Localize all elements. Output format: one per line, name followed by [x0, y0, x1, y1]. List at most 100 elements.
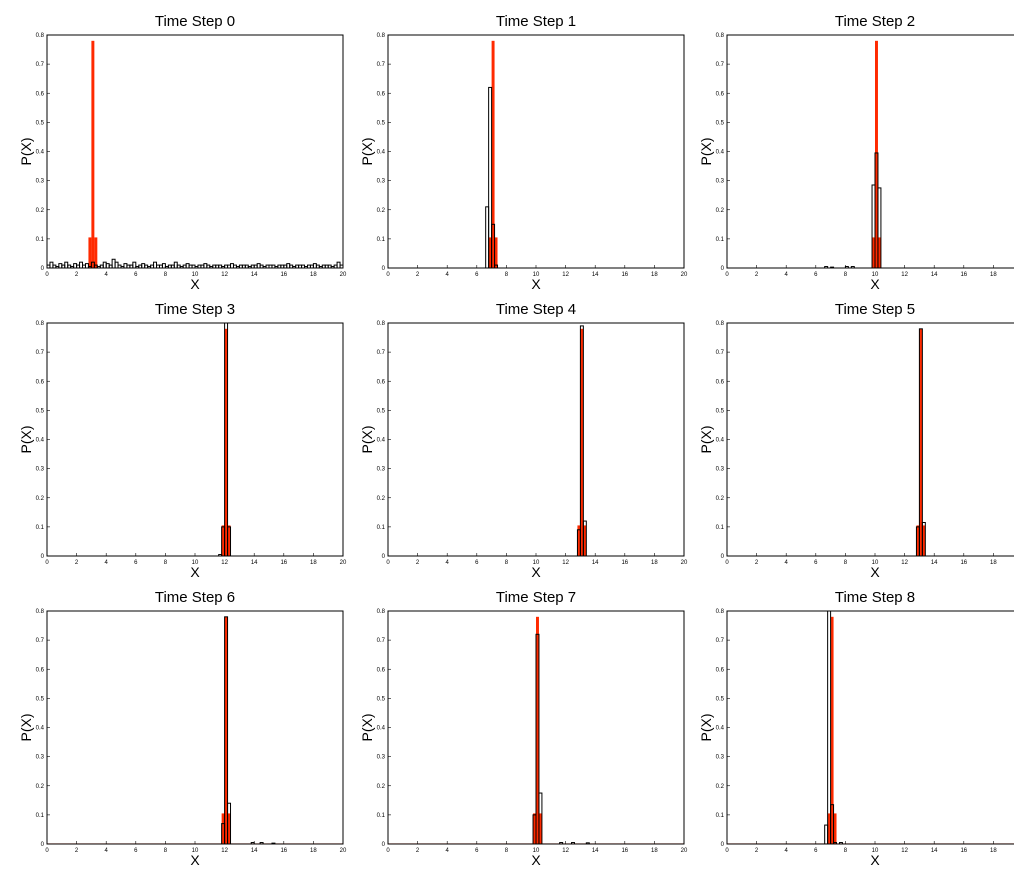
true-state-series	[88, 40, 98, 269]
bar	[922, 525, 926, 556]
x-tick-label: 4	[446, 560, 450, 566]
y-tick-label: 0.3	[377, 467, 386, 473]
x-tick-label: 2	[755, 272, 759, 278]
x-tick-label: 12	[221, 560, 228, 566]
x-tick-label: 8	[844, 560, 848, 566]
y-tick-label: 0.3	[716, 755, 725, 761]
x-tick-label: 2	[416, 272, 420, 278]
y-tick-label: 0	[382, 842, 386, 848]
x-axis-label: X	[190, 564, 200, 580]
y-tick-label: 0.5	[377, 696, 386, 702]
bar	[227, 525, 231, 556]
y-tick-label: 0.7	[36, 638, 45, 644]
x-tick-label: 12	[901, 848, 908, 854]
y-tick-label: 0.8	[36, 321, 45, 327]
y-tick-label: 0.6	[377, 379, 386, 385]
x-tick-label: 10	[872, 272, 879, 278]
y-tick-label: 0.7	[716, 62, 725, 68]
y-tick-label: 0.2	[377, 784, 386, 790]
plot-area	[388, 323, 684, 556]
y-axis-label: P(X)	[359, 138, 375, 166]
x-tick-label: 18	[310, 848, 317, 854]
y-tick-label: 0.8	[377, 609, 386, 615]
y-tick-label: 0.4	[36, 726, 45, 732]
x-tick-label: 8	[505, 272, 509, 278]
x-tick-label: 6	[134, 848, 138, 854]
y-tick-label: 0.7	[36, 62, 45, 68]
y-axis-label: P(X)	[698, 714, 714, 742]
plot-area	[47, 611, 343, 844]
y-tick-label: 0.8	[377, 321, 386, 327]
x-tick-label: 0	[45, 848, 49, 854]
y-axis-label: P(X)	[359, 426, 375, 454]
y-tick-label: 0.1	[36, 813, 45, 819]
x-tick-label: 2	[416, 848, 420, 854]
panel-title: Time Step 3	[155, 301, 235, 318]
y-tick-label: 0.4	[716, 726, 725, 732]
y-tick-label: 0	[41, 266, 45, 272]
bar	[488, 237, 492, 268]
y-tick-label: 0.5	[36, 120, 45, 126]
panel-title: Time Step 4	[496, 301, 576, 318]
histogram-panel-5: 0 2 4 6 8 10 12 14 16 18 0 0.1 0.2 0.3 0.4 0.5 0.6 0.7 0.8…	[698, 301, 1014, 580]
y-axis-label: P(X)	[359, 714, 375, 742]
y-axis-label: P(X)	[18, 714, 34, 742]
x-tick-label: 2	[75, 848, 79, 854]
y-tick-label: 0	[721, 266, 725, 272]
x-tick-label: 6	[134, 272, 138, 278]
y-tick-label: 0.5	[716, 120, 725, 126]
bar	[827, 813, 831, 844]
x-tick-label: 0	[45, 560, 49, 566]
y-tick-label: 0.3	[716, 467, 725, 473]
y-tick-label: 0.2	[377, 208, 386, 214]
x-tick-label: 4	[105, 560, 109, 566]
histogram-panel-4: 0 2 4 6 8 10 12 14 16 18 20 0 0.1 0.2 0.3 0.4 0.5 0.6 0.7 0…	[359, 301, 688, 580]
x-tick-label: 6	[814, 848, 818, 854]
histogram-panel-8: 0 2 4 6 8 10 12 14 16 18 0 0.1 0.2 0.3 0.4 0.5 0.6 0.7 0.8…	[698, 589, 1014, 868]
y-tick-label: 0.2	[716, 208, 725, 214]
x-tick-label: 18	[651, 272, 658, 278]
y-tick-label: 0.7	[716, 350, 725, 356]
x-tick-label: 14	[592, 272, 599, 278]
histogram-panel-6: 0 2 4 6 8 10 12 14 16 18 20 0 0.1 0.2 0.3 0.4 0.5 0.6 0.7 0…	[18, 589, 347, 868]
y-tick-label: 0	[382, 554, 386, 560]
y-tick-label: 0.4	[36, 150, 45, 156]
histogram-panel-1: 0 2 4 6 8 10 12 14 16 18 20 0 0.1 0.2 0.3 0.4 0.5 0.6 0.7 0…	[359, 13, 688, 292]
x-tick-label: 18	[651, 848, 658, 854]
y-tick-label: 0.2	[36, 208, 45, 214]
x-axis-label: X	[870, 564, 880, 580]
y-tick-label: 0.3	[36, 179, 45, 185]
x-tick-label: 14	[931, 560, 938, 566]
y-tick-label: 0.4	[716, 438, 725, 444]
bar	[224, 616, 228, 844]
y-tick-label: 0.6	[716, 379, 725, 385]
x-axis-label: X	[870, 276, 880, 292]
x-tick-label: 20	[340, 272, 347, 278]
bar	[491, 40, 495, 269]
y-tick-label: 0.4	[377, 150, 386, 156]
x-tick-label: 12	[901, 272, 908, 278]
bar	[877, 237, 881, 268]
x-tick-label: 20	[681, 848, 688, 854]
x-tick-label: 8	[164, 272, 168, 278]
true-state-series	[872, 40, 881, 269]
bar	[227, 813, 231, 844]
x-tick-label: 12	[562, 560, 569, 566]
x-tick-label: 18	[651, 560, 658, 566]
y-tick-label: 0.3	[377, 755, 386, 761]
y-tick-label: 0.5	[377, 120, 386, 126]
y-tick-label: 0.6	[377, 91, 386, 97]
x-tick-label: 8	[844, 848, 848, 854]
x-tick-label: 14	[592, 848, 599, 854]
bar	[875, 40, 878, 269]
y-tick-label: 0.8	[36, 609, 45, 615]
y-tick-label: 0.2	[36, 784, 45, 790]
x-tick-label: 16	[280, 848, 287, 854]
plot-area	[388, 35, 684, 268]
x-tick-label: 2	[755, 848, 759, 854]
x-tick-label: 8	[505, 848, 509, 854]
panel-title: Time Step 2	[835, 13, 915, 30]
x-tick-label: 16	[280, 272, 287, 278]
y-axis-label: P(X)	[18, 138, 34, 166]
x-tick-label: 20	[340, 848, 347, 854]
